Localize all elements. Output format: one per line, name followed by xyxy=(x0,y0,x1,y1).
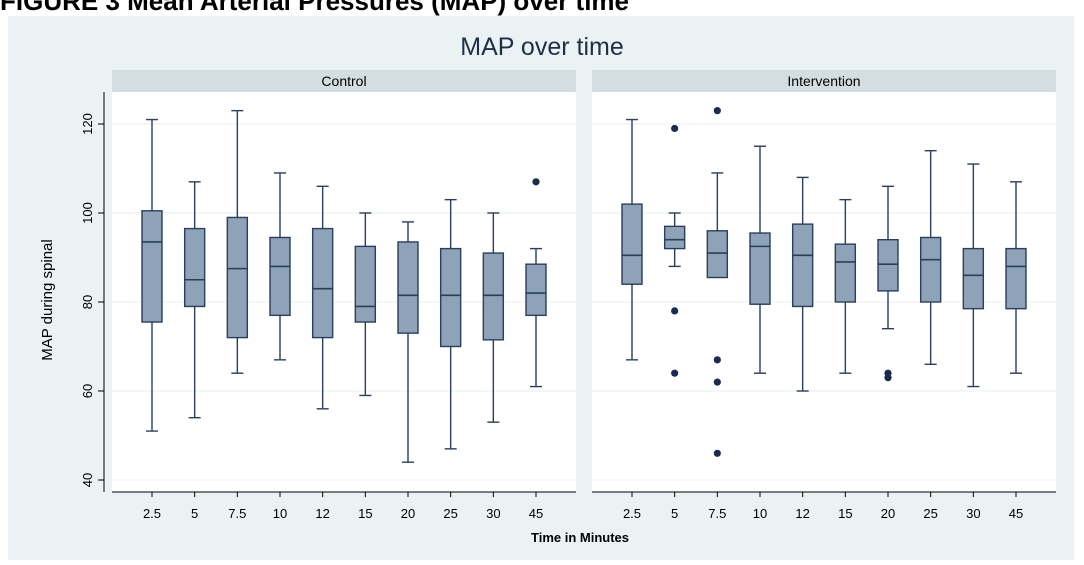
outlier-point xyxy=(884,374,892,382)
x-tick-label: 30 xyxy=(486,506,500,521)
box-12 xyxy=(791,176,814,392)
box-iqr xyxy=(919,236,942,303)
box-7.5 xyxy=(226,109,249,374)
outlier-point xyxy=(671,369,679,377)
box-iqr xyxy=(962,247,985,310)
x-tick-label: 7.5 xyxy=(708,506,726,521)
panel-header-label: Intervention xyxy=(787,73,860,89)
x-tick-label: 30 xyxy=(966,506,980,521)
y-tick-label: 60 xyxy=(80,384,95,398)
y-tick-label: 80 xyxy=(80,295,95,309)
box-15 xyxy=(354,212,377,397)
box-iqr xyxy=(397,241,419,334)
box-25 xyxy=(919,149,942,365)
x-tick-label: 12 xyxy=(795,506,809,521)
box-2.5 xyxy=(621,118,643,361)
x-tick-label: 20 xyxy=(401,506,415,521)
chart-title: MAP over time xyxy=(460,33,623,61)
box-iqr xyxy=(706,230,729,279)
x-tick-label: 10 xyxy=(753,506,767,521)
box-iqr xyxy=(311,227,334,339)
box-20 xyxy=(397,221,419,463)
box-iqr xyxy=(834,243,857,303)
box-iqr xyxy=(749,232,771,305)
box-iqr xyxy=(439,247,462,348)
y-tick-label: 40 xyxy=(80,473,95,487)
x-tick-label: 2.5 xyxy=(623,506,641,521)
outlier-point xyxy=(671,307,679,315)
box-25 xyxy=(439,198,462,450)
panel-plot-area xyxy=(592,92,1056,492)
box-iqr xyxy=(663,225,686,250)
box-5 xyxy=(663,124,686,377)
x-tick-label: 5 xyxy=(671,506,678,521)
panel-plot-area xyxy=(112,92,576,492)
panel-control: Control 2.5 5 7.5 10 12 15 20 25 30 45 xyxy=(112,70,576,521)
y-tick-label: 120 xyxy=(80,113,95,135)
panel-header xyxy=(112,70,576,92)
box-10 xyxy=(749,145,771,374)
x-tick-label: 10 xyxy=(273,506,287,521)
panel-header-label: Control xyxy=(321,73,366,89)
x-tick-label: 20 xyxy=(881,506,895,521)
box-45 xyxy=(1005,181,1027,374)
box-7.5 xyxy=(706,107,729,457)
x-tick-label: 45 xyxy=(529,506,543,521)
outlier-point xyxy=(713,356,721,364)
y-tick-label: 100 xyxy=(80,202,95,224)
x-tick-label: 2.5 xyxy=(143,506,161,521)
box-10 xyxy=(269,172,291,361)
outlier-point xyxy=(671,124,679,133)
x-tick-label: 15 xyxy=(358,506,372,521)
box-iqr xyxy=(877,238,899,292)
x-tick-label: 45 xyxy=(1009,506,1023,521)
x-tick-label: 5 xyxy=(191,506,198,521)
box-30 xyxy=(962,163,985,388)
box-iqr xyxy=(183,227,206,308)
page-heading: FIGURE 3 Mean Arterial Pressures (MAP) o… xyxy=(0,0,630,16)
x-tick-label: 25 xyxy=(923,506,937,521)
x-tick-label: 12 xyxy=(315,506,329,521)
x-axis-label: Time in Minutes xyxy=(531,530,629,545)
box-iqr xyxy=(791,223,814,308)
box-45 xyxy=(525,178,547,388)
box-12 xyxy=(311,185,334,410)
box-15 xyxy=(834,198,857,374)
box-2.5 xyxy=(141,118,163,432)
box-iqr xyxy=(621,203,643,285)
box-iqr xyxy=(1005,247,1027,310)
x-tick-label: 15 xyxy=(838,506,852,521)
box-iqr xyxy=(141,210,163,323)
x-tick-label: 7.5 xyxy=(228,506,246,521)
panel-intervention: Intervention 2.5 5 7.5 10 12 15 20 25 30 45 xyxy=(592,70,1056,521)
x-tick-label: 25 xyxy=(443,506,457,521)
panels-group: 40 60 80 100 120 Control 2.5 5 7.5 10 12 15 20 25 30 45… xyxy=(80,70,1056,521)
box-5 xyxy=(183,181,206,419)
box-20 xyxy=(877,185,899,382)
box-iqr xyxy=(269,236,291,317)
outlier-point xyxy=(713,107,721,115)
box-iqr xyxy=(525,263,547,317)
box-iqr xyxy=(482,252,505,341)
outlier-point xyxy=(713,378,721,386)
y-axis-label: MAP during spinal xyxy=(39,239,56,360)
box-iqr xyxy=(354,245,377,323)
outlier-point xyxy=(713,449,721,457)
box-iqr xyxy=(226,216,249,339)
box-30 xyxy=(482,212,505,423)
outlier-point xyxy=(532,178,540,186)
panel-header xyxy=(592,70,1056,92)
